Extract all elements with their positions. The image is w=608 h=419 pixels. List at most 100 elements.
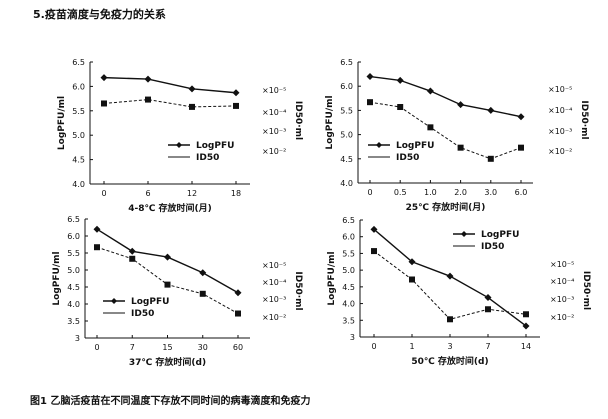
y2-tick-label: ×10⁻³: [262, 127, 286, 136]
id50-point: [233, 102, 239, 109]
y2-tick-label: ×10⁻²: [262, 147, 286, 156]
series-id50-line: [369, 101, 522, 160]
y-tick-label: 3.5: [67, 317, 80, 326]
y2-tick-label: ×10⁻⁵: [262, 86, 286, 95]
y2-tick-label: ×10⁻²: [262, 313, 286, 322]
y-tick-label: 4.0: [342, 300, 355, 309]
x-tick-label: 2.0: [454, 188, 467, 197]
y-tick-label: 5.5: [67, 249, 80, 258]
y2-tick-label: ×10⁻⁴: [550, 277, 574, 286]
y-tick-label: 6.0: [67, 232, 80, 241]
y-tick-label: 6.0: [72, 82, 85, 91]
id50-point: [371, 248, 377, 255]
y-tick-label: 6.0: [340, 82, 353, 91]
y2-axis-title: ID50·ml: [581, 271, 591, 310]
id50-point: [189, 103, 195, 110]
x-tick-label: 6: [145, 189, 150, 198]
logpfu-point: [426, 87, 434, 95]
logpfu-point: [164, 253, 171, 261]
id50-point: [518, 144, 524, 151]
y2-tick-label: ×10⁻⁴: [262, 108, 286, 117]
legend-logpfu-marker: [111, 298, 117, 304]
x-axis-title: 4-8℃ 存放时间(月): [128, 202, 212, 214]
y2-axis-title: ID50·ml: [293, 101, 303, 140]
x-tick-label: 0: [371, 342, 376, 351]
logpfu-point: [128, 247, 136, 255]
legend-label: LogPFU: [481, 230, 519, 240]
x-tick-label: 6.0: [515, 188, 528, 197]
x-tick-label: 12: [187, 189, 197, 198]
x-tick-label: 1: [409, 342, 414, 351]
logpfu-point: [100, 74, 108, 82]
y2-axis-title: ID50·ml: [293, 271, 303, 310]
logpfu-point: [522, 322, 530, 330]
y-tick-label: 5.0: [340, 131, 353, 140]
x-tick-label: 14: [521, 342, 531, 351]
logpfu-point: [446, 272, 454, 280]
x-axis-title: 50℃ 存放时间(d): [411, 355, 488, 367]
logpfu-point: [487, 106, 495, 114]
x-tick-label: 18: [231, 189, 241, 198]
y-tick-label: 4.0: [72, 180, 85, 189]
legend-label: LogPFU: [131, 297, 169, 307]
logpfu-point: [199, 269, 207, 277]
id50-point: [235, 310, 241, 317]
figure-caption: 图1 乙脑活疫苗在不同温度下存放不同时间的病毒滴度和免疫力: [30, 396, 311, 407]
x-tick-label: 7: [130, 343, 135, 352]
x-tick-label: 3.0: [484, 188, 497, 197]
y2-tick-label: ×10⁻²: [550, 313, 574, 322]
id50-point: [409, 276, 415, 283]
x-tick-label: 0: [101, 189, 106, 198]
id50-point: [427, 124, 434, 131]
logpfu-point: [408, 258, 416, 266]
legend-logpfu-marker: [176, 142, 182, 148]
id50-point: [145, 96, 151, 103]
id50-point: [94, 244, 100, 251]
y-tick-label: 4.5: [340, 155, 353, 164]
y-tick-label: 4.5: [342, 283, 355, 292]
chart-panel-3: 3 3.5 4.0 4.5 5.0 5.5 6.0 6.5 0 7 15 30 60 37℃ 存放时间(d…: [52, 215, 303, 368]
x-tick-label: 0: [94, 343, 99, 352]
logpfu-point: [370, 225, 378, 233]
y-tick-label: 4.5: [72, 156, 85, 165]
id50-point: [129, 255, 136, 262]
y2-tick-label: ×10⁻³: [550, 295, 574, 304]
legend-label: LogPFU: [396, 141, 434, 151]
y-axis-title: LogPFU/ml: [57, 96, 67, 150]
y-tick-label: 5.5: [340, 106, 353, 115]
y-tick-label: 4.0: [67, 300, 80, 309]
logpfu-point: [188, 85, 196, 93]
legend-label: ID50: [131, 309, 154, 319]
y-axis-title: LogPFU/ml: [327, 251, 337, 305]
x-tick-label: 0.5: [394, 188, 407, 197]
id50-point: [447, 316, 453, 323]
id50-point: [397, 104, 404, 111]
x-axis-title: 37℃ 存放时间(d): [129, 356, 206, 368]
y2-tick-label: ×10⁻³: [548, 127, 572, 136]
id50-point: [485, 306, 491, 313]
x-tick-label: 30: [198, 343, 208, 352]
logpfu-point: [396, 76, 404, 84]
id50-point: [367, 99, 373, 106]
logpfu-point: [366, 73, 374, 81]
x-tick-label: 60: [233, 343, 243, 352]
y-tick-label: 5.5: [342, 249, 355, 258]
chart-panel-1: 4.0 4.5 5.0 5.5 6.0 6.5 0 6 12 18 4-8℃ 存放时间(月) LogP…: [57, 58, 303, 214]
y2-tick-label: ×10⁻⁵: [548, 85, 572, 94]
id50-point: [164, 281, 171, 288]
y-tick-label: 4.5: [67, 283, 80, 292]
y-tick-label: 3: [350, 333, 355, 342]
logpfu-point: [484, 294, 492, 302]
id50-point: [457, 144, 464, 151]
y2-tick-label: ×10⁻²: [548, 147, 572, 156]
logpfu-point: [517, 113, 525, 121]
id50-point: [523, 311, 529, 318]
x-tick-label: 7: [485, 342, 490, 351]
logpfu-point: [457, 101, 465, 109]
chart-panel-4: 3 3.5 4.0 4.5 5.0 5.5 6.0 6.5 0 1 3 7 14 50℃ 存放时间(d) L…: [327, 216, 591, 367]
y-tick-label: 6.5: [72, 58, 85, 67]
id50-point: [487, 155, 494, 162]
y-tick-label: 6.0: [342, 233, 355, 242]
chart-panel-2: 4.0 4.5 5.0 5.5 6.0 6.5 0 0.5 1.0 2.0 3.0 6.0 25℃ 存放…: [325, 58, 589, 213]
